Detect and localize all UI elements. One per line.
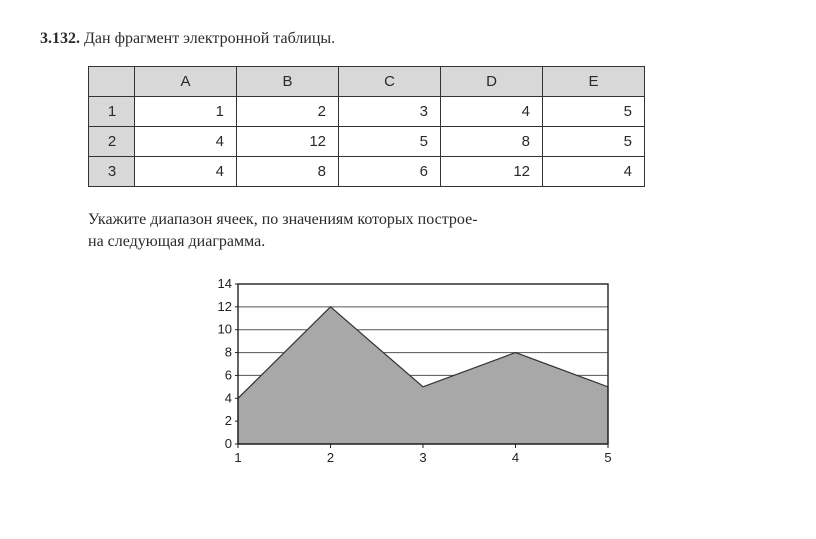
chart-svg: 0246810121412345 [200,276,618,468]
svg-text:4: 4 [225,390,232,405]
cell: 5 [543,97,645,127]
cell: 3 [339,97,441,127]
cell: 4 [543,157,645,187]
cell: 2 [237,97,339,127]
table-header-row: A B C D E [89,67,645,97]
cell: 4 [135,157,237,187]
cell: 5 [543,127,645,157]
col-head: E [543,67,645,97]
col-head: A [135,67,237,97]
svg-text:14: 14 [218,276,232,291]
cell: 1 [135,97,237,127]
area-chart: 0246810121412345 [200,276,776,473]
row-head: 2 [89,127,135,157]
table-row: 2 4 12 5 8 5 [89,127,645,157]
problem-number: 3.132. [40,30,80,47]
spreadsheet-table: A B C D E 1 1 2 3 4 5 2 4 12 5 8 5 [88,66,645,187]
svg-text:8: 8 [225,344,232,359]
svg-text:10: 10 [218,321,232,336]
cell: 12 [441,157,543,187]
cell: 4 [135,127,237,157]
cell: 8 [237,157,339,187]
svg-text:2: 2 [327,450,334,465]
col-head: B [237,67,339,97]
cell: 5 [339,127,441,157]
problem-intro: Дан фрагмент электронной таблицы. [84,30,335,47]
col-head: C [339,67,441,97]
cell: 4 [441,97,543,127]
question-line: на следующая диаграмма. [88,233,265,250]
svg-text:3: 3 [419,450,426,465]
table-row: 1 1 2 3 4 5 [89,97,645,127]
cell: 8 [441,127,543,157]
svg-text:6: 6 [225,367,232,382]
problem-heading: 3.132. Дан фрагмент электронной таблицы. [40,30,776,48]
col-head: D [441,67,543,97]
svg-text:0: 0 [225,436,232,451]
svg-text:2: 2 [225,413,232,428]
row-head: 3 [89,157,135,187]
svg-text:4: 4 [512,450,519,465]
cell: 12 [237,127,339,157]
svg-text:12: 12 [218,299,232,314]
spreadsheet-wrap: A B C D E 1 1 2 3 4 5 2 4 12 5 8 5 [88,66,776,187]
question-line: Укажите диапазон ячеек, по значениям кот… [88,211,478,228]
question-text: Укажите диапазон ячеек, по значениям кот… [88,209,776,254]
row-head: 1 [89,97,135,127]
cell: 6 [339,157,441,187]
svg-text:1: 1 [234,450,241,465]
svg-text:5: 5 [604,450,611,465]
table-row: 3 4 8 6 12 4 [89,157,645,187]
corner-cell [89,67,135,97]
